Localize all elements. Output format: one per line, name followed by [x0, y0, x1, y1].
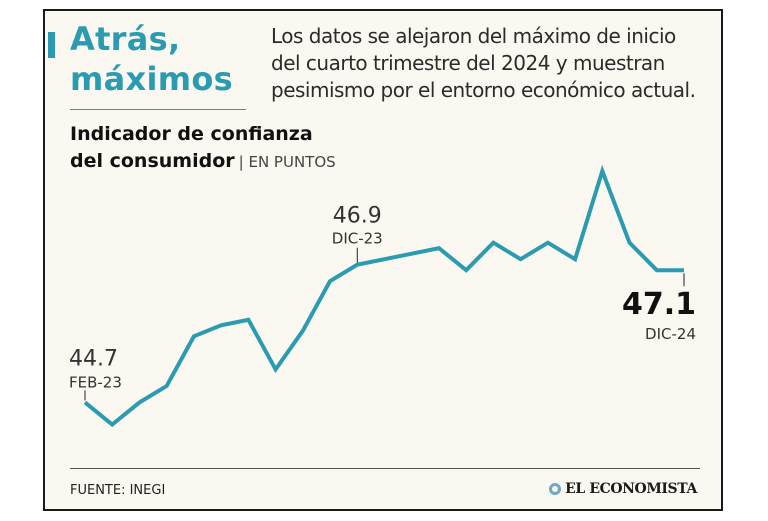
- description: Los datos se alejaron del máximo de inic…: [271, 23, 711, 104]
- series-line-consumer-confidence: [83, 164, 684, 428]
- chart-title: Indicador de confianza del consumidor | E…: [70, 121, 336, 176]
- annotation-label-feb-23: FEB-23: [69, 373, 122, 391]
- brand-logo-icon: [549, 483, 562, 495]
- description-line-2: del cuarto trimestre del 2024 y muestran: [271, 51, 665, 75]
- brand-name: EL ECONOMISTA: [565, 481, 697, 497]
- chart-title-line-2-wrap: del consumidor | EN PUNTOS: [70, 148, 336, 176]
- chart-title-line-1: Indicador de confianza: [70, 123, 313, 145]
- footer-rule: [70, 468, 700, 469]
- accent-bar: [48, 32, 55, 58]
- annotation-label-dic-24: DIC-24: [645, 325, 696, 343]
- brand: EL ECONOMISTA: [549, 481, 697, 497]
- source-note: FUENTE: INEGI: [70, 483, 166, 498]
- chart-title-line-2: del consumidor: [70, 150, 235, 172]
- description-line-1: Los datos se alejaron del máximo de inic…: [271, 24, 676, 48]
- headline-line-2: máximos: [70, 60, 234, 98]
- headline: Atrás, máximos: [70, 19, 233, 99]
- headline-rule: [70, 109, 246, 110]
- infographic-frame: Atrás, máximos Los datos se alejaron del…: [43, 9, 723, 511]
- annotation-value-dic-24: 47.1: [622, 287, 696, 322]
- headline-line-1: Atrás,: [70, 20, 181, 58]
- annotation-label-dic-23: DIC-23: [332, 230, 383, 248]
- description-line-3: pesimismo por el entorno económico actua…: [271, 78, 696, 102]
- annotation-value-dic-23: 46.9: [333, 204, 382, 229]
- annotation-value-feb-23: 44.7: [69, 346, 118, 371]
- chart-unit: | EN PUNTOS: [238, 153, 336, 171]
